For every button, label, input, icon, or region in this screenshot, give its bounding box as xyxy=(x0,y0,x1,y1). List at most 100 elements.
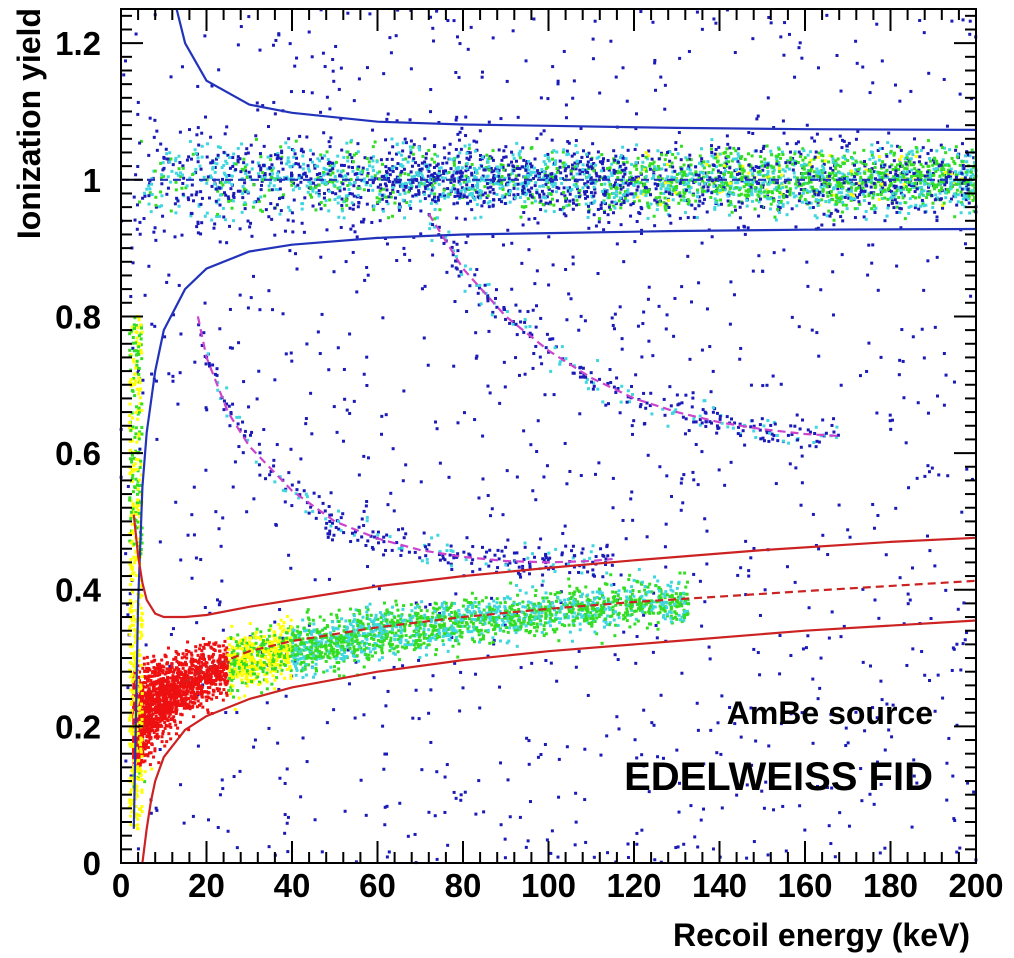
scatter-point xyxy=(750,190,754,194)
scatter-point xyxy=(660,153,664,157)
scatter-point xyxy=(273,206,277,210)
scatter-point xyxy=(904,162,908,166)
scatter-point xyxy=(283,781,287,785)
scatter-point xyxy=(886,206,890,210)
scatter-point xyxy=(864,183,868,187)
scatter-point xyxy=(862,199,866,203)
scatter-point xyxy=(858,171,862,175)
scatter-point xyxy=(725,147,729,151)
scatter-point xyxy=(410,164,414,168)
scatter-point xyxy=(933,198,937,202)
scatter-point xyxy=(873,598,877,602)
scatter-point xyxy=(587,151,591,155)
scatter-point xyxy=(615,190,619,194)
scatter-point xyxy=(328,529,332,533)
scatter-point xyxy=(591,37,595,41)
scatter-point xyxy=(690,177,694,181)
scatter-point xyxy=(675,192,679,196)
scatter-point xyxy=(891,418,895,422)
scatter-point xyxy=(289,351,293,355)
scatter-point xyxy=(396,162,400,166)
scatter-point xyxy=(926,152,930,156)
scatter-point xyxy=(277,176,281,180)
scatter-point xyxy=(205,408,209,412)
scatter-point xyxy=(367,188,371,192)
scatter-point xyxy=(368,164,372,168)
scatter-point xyxy=(594,163,598,167)
scatter-point xyxy=(182,176,186,180)
scatter-point xyxy=(936,196,940,200)
scatter-point xyxy=(806,284,810,288)
scatter-point xyxy=(633,738,637,742)
scatter-point xyxy=(559,601,563,605)
scatter-point xyxy=(344,260,348,264)
scatter-point xyxy=(626,199,630,203)
scatter-point xyxy=(714,200,718,204)
scatter-point xyxy=(716,169,720,173)
scatter-point xyxy=(404,181,408,185)
scatter-point xyxy=(836,157,840,161)
scatter-point xyxy=(700,186,704,190)
scatter-point xyxy=(433,152,437,156)
scatter-point xyxy=(141,378,145,382)
scatter-point xyxy=(594,179,598,183)
scatter-point xyxy=(387,167,391,171)
scatter-point xyxy=(871,151,875,155)
scatter-point xyxy=(893,83,897,87)
scatter-point xyxy=(510,150,514,154)
scatter-point xyxy=(463,189,467,193)
scatter-point xyxy=(686,202,690,206)
scatter-point xyxy=(430,184,434,188)
scatter-point xyxy=(542,170,546,174)
scatter-point xyxy=(217,603,221,607)
scatter-point xyxy=(306,190,310,194)
scatter-point xyxy=(339,163,343,167)
scatter-point xyxy=(598,91,602,95)
scatter-point xyxy=(145,187,149,191)
scatter-point xyxy=(194,193,198,197)
scatter-point xyxy=(801,158,805,162)
scatter-point xyxy=(232,674,236,678)
scatter-point xyxy=(433,160,437,164)
scatter-point xyxy=(602,168,606,172)
scatter-point xyxy=(883,190,887,194)
scatter-point xyxy=(960,202,964,206)
scatter-point xyxy=(894,165,898,169)
scatter-point xyxy=(469,155,473,159)
scatter-point xyxy=(700,190,704,194)
scatter-point xyxy=(787,180,791,184)
scatter-point xyxy=(913,206,917,210)
scatter-point xyxy=(795,413,799,417)
scatter-point xyxy=(385,171,389,175)
scatter-point xyxy=(885,214,889,218)
scatter-point xyxy=(917,195,921,199)
scatter-point xyxy=(918,193,922,197)
scatter-point xyxy=(919,176,923,180)
scatter-point xyxy=(325,228,329,232)
scatter-point xyxy=(961,642,965,646)
scatter-point xyxy=(801,191,805,195)
scatter-point xyxy=(800,711,804,715)
scatter-point xyxy=(305,610,309,614)
scatter-point xyxy=(414,193,418,197)
scatter-point xyxy=(307,30,311,34)
scatter-point xyxy=(257,172,261,176)
scatter-point xyxy=(666,151,670,155)
scatter-point xyxy=(473,175,477,179)
scatter-point xyxy=(429,175,433,179)
scatter-point xyxy=(790,315,794,319)
scatter-point xyxy=(341,182,345,186)
scatter-point xyxy=(861,65,865,69)
scatter-point xyxy=(908,150,912,154)
scatter-point xyxy=(221,183,225,187)
scatter-point xyxy=(943,171,947,175)
scatter-point xyxy=(465,156,469,160)
scatter-point xyxy=(346,193,350,197)
scatter-point xyxy=(443,196,447,200)
scatter-point xyxy=(949,187,953,191)
scatter-point xyxy=(821,170,825,174)
scatter-point xyxy=(356,142,360,146)
scatter-point xyxy=(828,183,832,187)
scatter-point xyxy=(522,158,526,162)
scatter-point xyxy=(781,186,785,190)
